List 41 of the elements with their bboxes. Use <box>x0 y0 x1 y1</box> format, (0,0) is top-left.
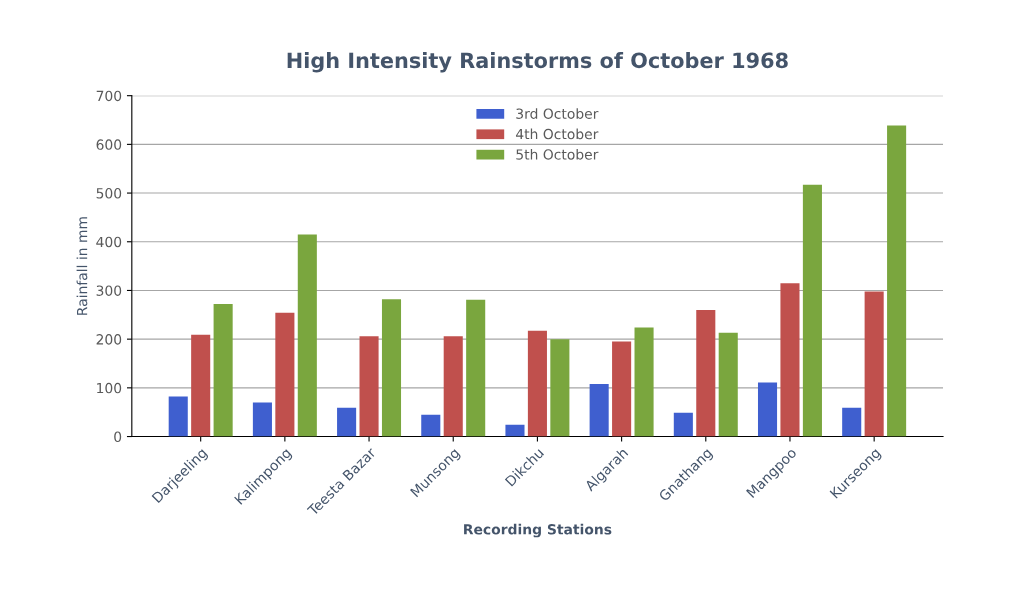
x-axis-title: Recording Stations <box>464 523 612 538</box>
y-tick-label: 100 <box>97 382 122 394</box>
bar <box>359 336 379 437</box>
y-tick-label: 600 <box>96 139 122 150</box>
bar <box>887 125 907 437</box>
chart-title: High Intensity Rainstorms of October 1968 <box>287 52 788 73</box>
bar <box>466 299 486 437</box>
bar <box>864 291 884 437</box>
bar <box>381 299 402 437</box>
legend-label: 4th October <box>515 128 599 140</box>
bar <box>634 327 654 437</box>
bar <box>252 402 272 437</box>
bar <box>527 330 547 437</box>
bar <box>696 309 716 437</box>
bar <box>337 407 357 437</box>
y-tick-label: 0 <box>114 431 122 443</box>
y-axis-title: Rainfall in mm <box>76 217 88 315</box>
y-tick-label: 300 <box>96 285 122 296</box>
legend-label: 3rd October <box>516 108 599 119</box>
bar <box>191 334 211 437</box>
bar <box>673 412 693 437</box>
bar <box>612 341 632 437</box>
y-tick-label: 400 <box>96 236 122 248</box>
bar <box>802 184 822 437</box>
bar <box>780 283 800 437</box>
bar <box>421 414 441 437</box>
bar <box>589 383 609 437</box>
bar <box>505 424 525 437</box>
y-tick-label: 200 <box>96 334 122 345</box>
bar <box>168 396 188 437</box>
bar <box>550 339 570 437</box>
bar <box>297 234 317 437</box>
legend-label: 5th October <box>516 148 599 160</box>
bar <box>718 332 738 437</box>
y-tick-label: 700 <box>96 90 122 102</box>
y-tick-label: 500 <box>96 188 122 199</box>
bar <box>213 304 233 437</box>
bar <box>757 382 778 437</box>
bar <box>275 312 295 437</box>
bar <box>443 336 463 437</box>
bar <box>842 407 862 437</box>
